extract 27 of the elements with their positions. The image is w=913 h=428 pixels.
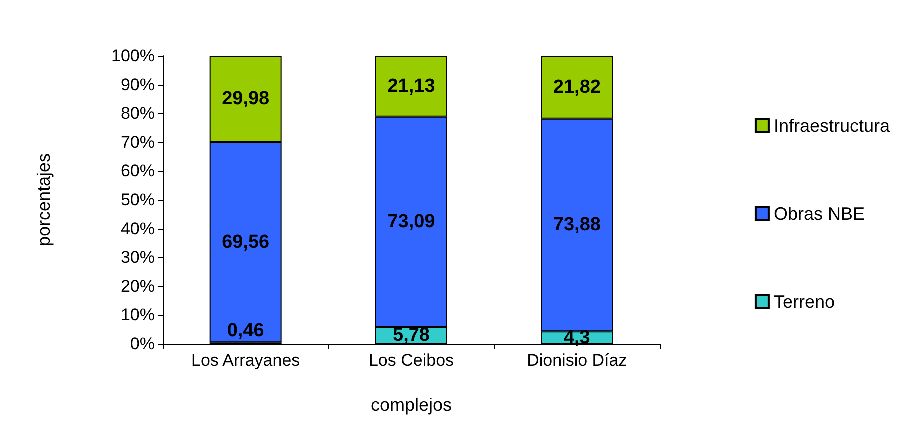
legend-label: Terreno	[774, 292, 835, 312]
data-label: 73,88	[553, 214, 601, 236]
y-tick-label: 60%	[120, 162, 155, 181]
x-tick-label: Los Arrayanes	[191, 351, 300, 370]
y-tick-label: 40%	[120, 219, 155, 238]
data-label: 21,13	[388, 76, 436, 97]
y-tick-label: 20%	[120, 276, 155, 296]
data-label: 5,78	[393, 325, 430, 346]
x-tick-label: Los Ceibos	[368, 351, 454, 370]
x-tick-label: Dionisio Díaz	[527, 351, 628, 370]
legend-label: Infraestructura	[774, 116, 891, 136]
data-label: 69,56	[222, 232, 270, 254]
x-axis-title: complejos	[370, 395, 452, 415]
y-tick-label: 10%	[120, 306, 155, 325]
y-tick-label: 80%	[120, 104, 155, 124]
y-tick-label: 100%	[112, 46, 155, 66]
legend-label: Obras NBE	[774, 204, 865, 224]
y-axis-title: porcentajes	[34, 153, 54, 247]
y-tick-label: 30%	[120, 248, 155, 268]
y-tick-label: 90%	[120, 75, 155, 94]
data-label: 29,98	[222, 88, 270, 110]
data-label: 21,82	[553, 76, 601, 98]
data-label: 73,09	[388, 212, 436, 233]
data-label: 0,46	[227, 320, 264, 342]
y-tick-label: 50%	[120, 190, 155, 210]
y-tick-label: 0%	[130, 334, 155, 354]
y-tick-label: 70%	[120, 132, 155, 152]
